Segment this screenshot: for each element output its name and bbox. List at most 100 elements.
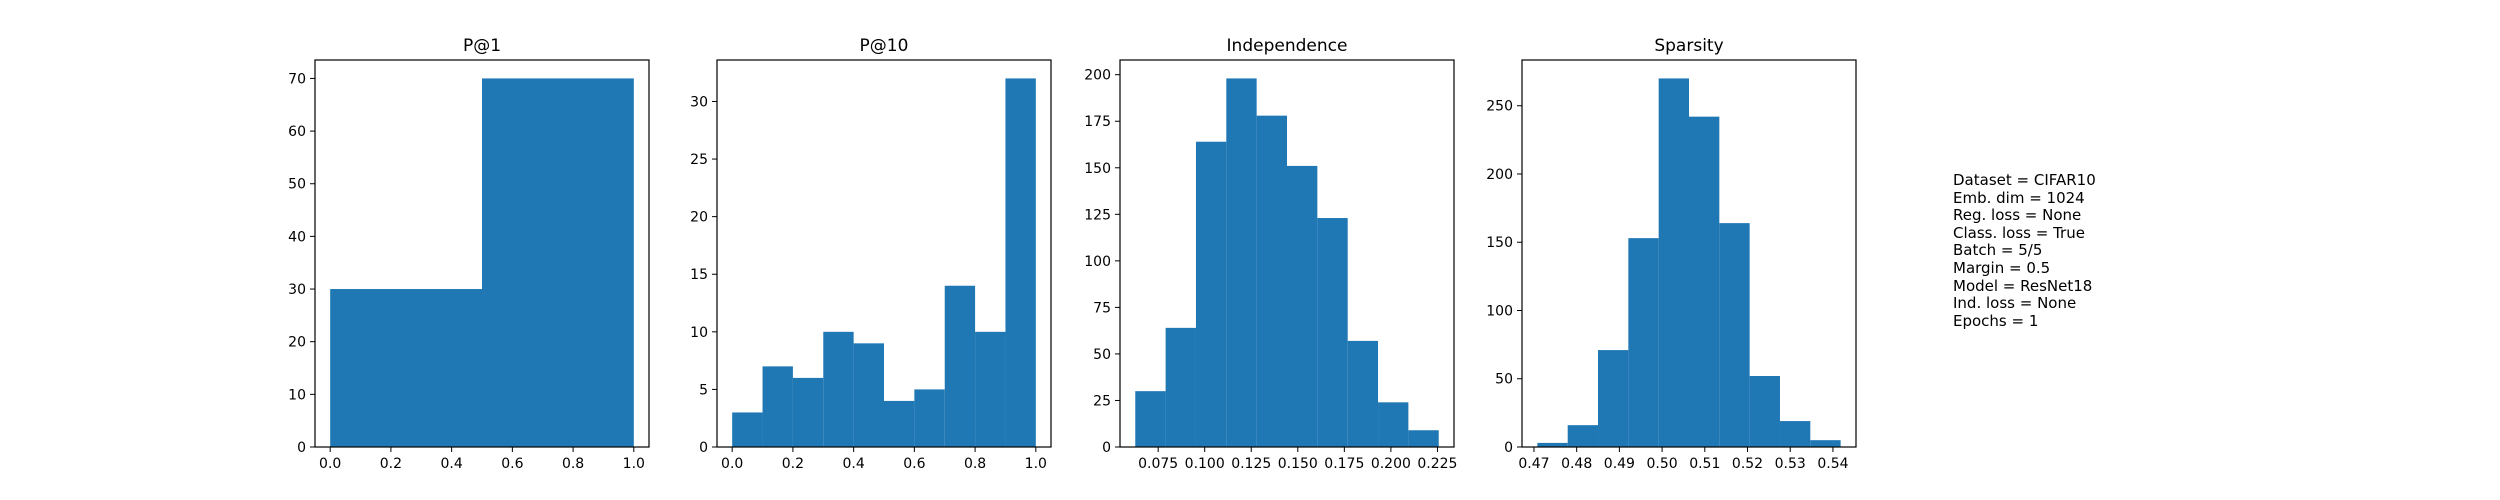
sparsity-title: Sparsity <box>1654 36 1723 56</box>
independence-y-tick-label: 200 <box>1084 68 1111 84</box>
p-10-y-tick-label: 5 <box>699 382 708 398</box>
independence-x-tick-label: 0.100 <box>1185 456 1225 472</box>
p-1-x-tick-label: 0.2 <box>380 456 402 472</box>
info-class-loss: Class. loss = True <box>1953 223 2085 242</box>
independence-x-tick-label: 0.075 <box>1138 456 1178 472</box>
info-emb-dim: Emb. dim = 1024 <box>1953 188 2085 207</box>
sparsity-y-tick-label: 250 <box>1486 99 1513 115</box>
sparsity-y-tick-label: 150 <box>1486 235 1513 251</box>
sparsity-x-tick-label: 0.51 <box>1689 456 1720 472</box>
sparsity-x-tick-label: 0.54 <box>1817 456 1848 472</box>
p-10-x-tick-label: 0.0 <box>721 456 743 472</box>
independence-x-tick-label: 0.175 <box>1324 456 1364 472</box>
independence-bar <box>1317 218 1348 447</box>
sparsity-bar <box>1537 442 1568 447</box>
sparsity-y-tick-label: 50 <box>1495 372 1513 388</box>
info-dataset: Dataset = CIFAR10 <box>1953 171 2096 189</box>
p-10-bar <box>914 389 945 447</box>
chart-sparsity: 0.47 0.48 0.49 0.50 0.51 0.52 0.53 0.54 0 50 100 15… <box>1486 36 1857 472</box>
p-10-bar <box>792 377 824 447</box>
info-model: Model = ResNet18 <box>1953 276 2093 295</box>
p-10-bar <box>1005 78 1036 447</box>
p-1-title: P@1 <box>463 36 501 56</box>
p-10-bar <box>975 331 1006 447</box>
sparsity-bar <box>1567 425 1599 447</box>
p-1-x-tick-label: 0.4 <box>441 456 463 472</box>
sparsity-bar <box>1598 350 1629 447</box>
sparsity-bar <box>1810 440 1841 447</box>
independence-x-tick-label: 0.200 <box>1371 456 1411 472</box>
independence-y-tick-label: 100 <box>1084 254 1111 270</box>
p-10-bar <box>944 285 976 447</box>
sparsity-bar <box>1658 78 1689 447</box>
independence-bar <box>1256 115 1287 447</box>
info-reg-loss: Reg. loss = None <box>1953 206 2082 225</box>
independence-y-tick-label: 75 <box>1093 300 1111 316</box>
p-10-title: P@10 <box>860 36 909 56</box>
p-10-x-tick-label: 0.2 <box>782 456 804 472</box>
p-10-x-tick-label: 1.0 <box>1025 456 1047 472</box>
p-10-y-tick-label: 30 <box>690 94 708 110</box>
independence-title: Independence <box>1227 36 1348 56</box>
independence-bar <box>1408 430 1439 447</box>
chart-p-10: 0.0 0.2 0.4 0.6 0.8 1.0 0 5 10 15 20 25 30 P@10 <box>690 36 1052 472</box>
p-1-y-tick-label: 60 <box>288 124 306 140</box>
p-1-x-tick-label: 1.0 <box>623 456 645 472</box>
p-10-bar <box>823 331 854 447</box>
p-1-y-tick-label: 10 <box>288 387 306 403</box>
p-10-x-tick-label: 0.4 <box>843 456 865 472</box>
p-10-y-tick-label: 10 <box>690 325 708 341</box>
independence-y-tick-label: 0 <box>1102 440 1111 456</box>
sparsity-bar <box>1749 376 1780 447</box>
independence-y-tick-label: 150 <box>1084 161 1111 177</box>
independence-bar <box>1135 391 1166 447</box>
p-1-y-tick-label: 30 <box>288 282 306 298</box>
chart-independence: 0.075 0.100 0.125 0.150 0.175 0.200 0.225 0 25 50… <box>1084 36 1457 472</box>
p-1-x-tick-label: 0.0 <box>319 456 341 472</box>
sparsity-x-tick-label: 0.52 <box>1732 456 1763 472</box>
p-1-bar <box>330 289 482 447</box>
p-10-bar <box>884 400 915 447</box>
independence-bar <box>1287 165 1318 447</box>
independence-x-tick-label: 0.225 <box>1417 456 1457 472</box>
p-1-x-tick-label: 0.6 <box>501 456 523 472</box>
independence-bar <box>1195 141 1227 447</box>
sparsity-y-tick-label: 100 <box>1486 303 1513 319</box>
independence-bar <box>1226 78 1257 447</box>
independence-bar <box>1347 340 1379 447</box>
p-1-y-tick-label: 50 <box>288 177 306 193</box>
run-info-text: Dataset = CIFAR10 Emb. dim = 1024 Reg. l… <box>1953 171 2096 330</box>
sparsity-y-tick-label: 200 <box>1486 167 1513 183</box>
info-ind-loss: Ind. loss = None <box>1953 294 2077 313</box>
independence-axes-frame <box>1119 59 1455 448</box>
independence-y-tick-label: 50 <box>1093 347 1111 363</box>
p-10-bar <box>732 412 763 447</box>
sparsity-bar <box>1719 223 1750 447</box>
independence-x-tick-label: 0.150 <box>1278 456 1318 472</box>
sparsity-bar <box>1779 421 1811 447</box>
p-1-y-tick-label: 70 <box>288 71 306 87</box>
p-1-x-tick-label: 0.8 <box>562 456 584 472</box>
p-10-x-tick-label: 0.6 <box>903 456 925 472</box>
info-margin: Margin = 0.5 <box>1953 258 2051 277</box>
sparsity-bar <box>1628 238 1659 447</box>
sparsity-x-tick-label: 0.53 <box>1775 456 1806 472</box>
independence-bar <box>1165 327 1196 447</box>
independence-y-tick-label: 25 <box>1093 393 1111 409</box>
info-batch: Batch = 5/5 <box>1953 241 2043 260</box>
p-10-axes-frame <box>716 59 1052 448</box>
p-1-bar <box>482 78 634 447</box>
p-10-y-tick-label: 15 <box>690 267 708 283</box>
p-1-y-tick-label: 20 <box>288 335 306 351</box>
sparsity-x-tick-label: 0.50 <box>1647 456 1678 472</box>
independence-bar <box>1378 402 1409 447</box>
sparsity-x-tick-label: 0.47 <box>1518 456 1549 472</box>
p-1-y-tick-label: 40 <box>288 229 306 245</box>
p-10-y-tick-label: 25 <box>690 152 708 168</box>
info-epochs: Epochs = 1 <box>1953 311 2039 330</box>
sparsity-axes-frame <box>1521 59 1857 448</box>
sparsity-bar <box>1689 116 1720 448</box>
independence-y-tick-label: 175 <box>1084 114 1111 130</box>
p-10-x-tick-label: 0.8 <box>964 456 986 472</box>
p-10-bar <box>762 366 793 447</box>
